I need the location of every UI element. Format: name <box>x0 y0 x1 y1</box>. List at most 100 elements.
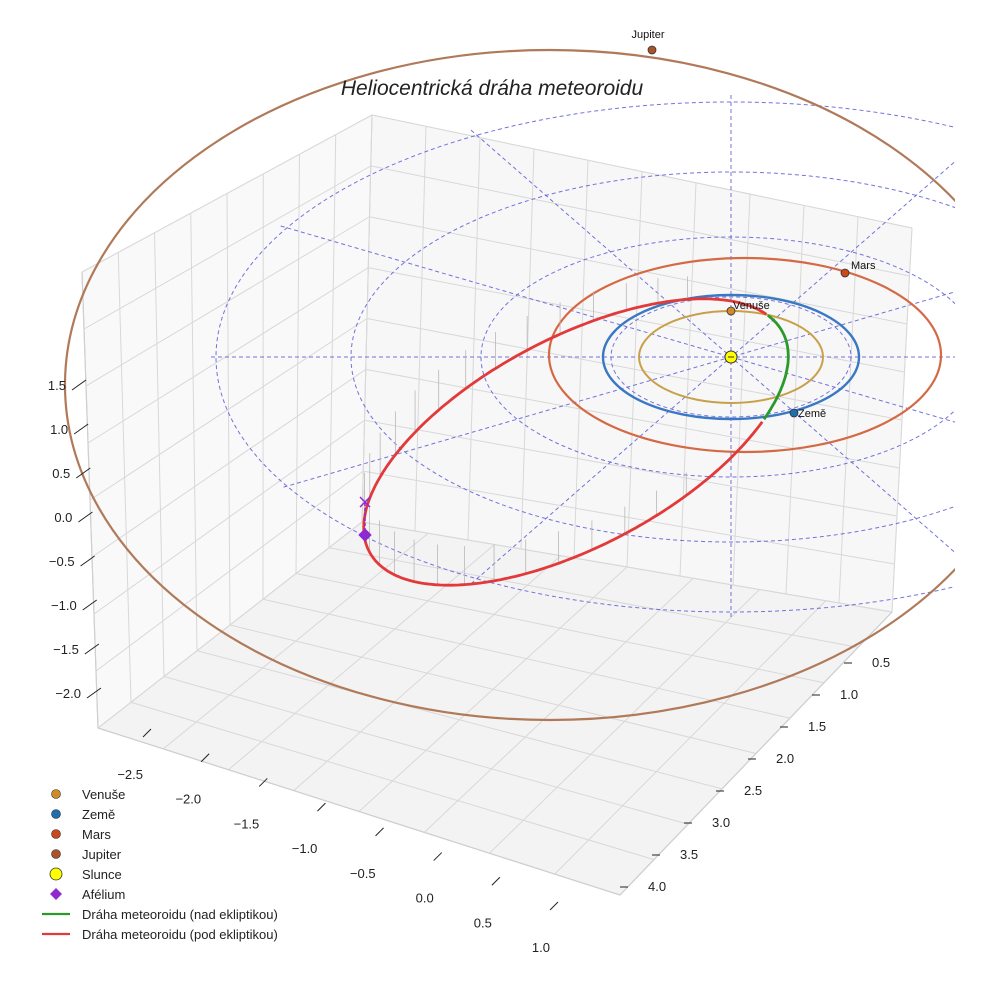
floor-grid-line <box>423 577 694 833</box>
x-tick-mark <box>433 852 443 861</box>
back-grid-line <box>364 419 898 517</box>
legend: Venuše Země Mars Jupiter Slunce Afélium Dráha … <box>42 787 278 942</box>
earth-label: Země <box>798 408 826 420</box>
z-tick-label: −2.0 <box>55 686 81 701</box>
legend-marker <box>51 809 61 819</box>
legend-label: Jupiter <box>82 847 122 862</box>
x-tick-mark <box>491 876 501 886</box>
legend-label: Afélium <box>82 887 125 902</box>
legend-label: Slunce <box>82 867 122 882</box>
axis-panes <box>81 114 913 896</box>
z-tick-label: 1.0 <box>50 422 68 437</box>
legend-marker <box>49 867 63 881</box>
z-tick-label: 0.5 <box>52 466 70 481</box>
aphelion-projection-x <box>359 496 371 508</box>
x-tick-mark <box>375 827 384 837</box>
left-grid-line <box>295 154 300 574</box>
legend-item: Slunce <box>49 867 122 882</box>
y-tick-label: 3.5 <box>680 847 698 862</box>
y-tick-label: 1.5 <box>808 719 826 734</box>
x-tick-mark <box>317 802 326 812</box>
z-tick-mark <box>82 599 98 611</box>
z-tick-label: −1.5 <box>53 642 79 657</box>
z-tick-mark <box>73 423 89 435</box>
earth-marker <box>789 408 799 418</box>
left-grid-line <box>328 134 337 548</box>
back-grid-line <box>366 318 903 421</box>
back-grid-line <box>371 114 913 229</box>
x-axis-line <box>97 727 621 896</box>
left-grid-line <box>117 252 132 703</box>
jupiter-label: Jupiter <box>631 29 664 41</box>
x-tick-label: 1.0 <box>532 940 550 955</box>
meteoroid-orbit-above <box>762 314 790 421</box>
legend-label: Dráha meteoroidu (nad ekliptikou) <box>82 907 278 922</box>
y-tick-label: 2.5 <box>744 783 762 798</box>
left-grid-line <box>154 232 165 677</box>
legend-label: Venuše <box>82 787 125 802</box>
back-grid-line <box>370 165 910 277</box>
z-tick-mark <box>86 687 102 699</box>
meteoroid-orbit-below <box>362 297 768 587</box>
back-grid-line <box>361 521 893 613</box>
floor-grid-line <box>489 589 760 854</box>
x-tick-label: −0.5 <box>350 866 376 881</box>
z-tick-label: 0.0 <box>54 510 72 525</box>
y-tick-label: 4.0 <box>648 879 666 894</box>
floor-grid-line <box>262 598 791 719</box>
left-grid-line <box>226 193 231 626</box>
x-tick-label: 0.5 <box>474 915 492 930</box>
legend-marker <box>51 789 61 799</box>
legend-item: Afélium <box>50 887 125 902</box>
floor-grid-line <box>295 573 825 684</box>
x-tick-label: −1.0 <box>292 841 318 856</box>
x-tick-mark <box>258 778 268 787</box>
z-tick-mark <box>84 643 100 655</box>
legend-item: Dráha meteoroidu (pod ekliptikou) <box>42 927 278 942</box>
legend-marker <box>51 829 61 839</box>
z-tick-mark <box>80 555 95 567</box>
chart-title: Heliocentrická dráha meteoroidu <box>341 77 644 100</box>
z-tick-label: −1.0 <box>51 598 77 613</box>
y-axis-line <box>619 611 893 896</box>
back-grid-line <box>363 470 895 565</box>
y-axis-ticks: 0.5 1.0 1.5 2.0 2.5 3.0 3.5 4.0 <box>620 655 890 894</box>
earth-orbit <box>601 293 861 421</box>
floor-grid-line <box>358 566 628 812</box>
z-tick-mark <box>78 511 93 523</box>
z-tick-mark <box>71 379 87 391</box>
legend-item: Země <box>51 807 115 822</box>
left-grid-line <box>361 114 373 523</box>
x-tick-label: −1.5 <box>234 816 260 831</box>
venus-label: Venuše <box>733 300 770 312</box>
x-tick-label: −2.5 <box>117 767 143 782</box>
jupiter-orbit <box>64 49 955 721</box>
legend-marker <box>51 849 61 859</box>
y-tick-label: 1.0 <box>840 687 858 702</box>
mars-label: Mars <box>851 260 876 272</box>
z-axis-line <box>81 271 99 729</box>
floor-grid-line <box>554 600 827 875</box>
x-tick-label: −2.0 <box>175 792 201 807</box>
x-axis-ticks: −2.5 −2.0 −1.5 −1.0 −0.5 0.0 0.5 1.0 <box>117 728 559 955</box>
back-grid-line <box>365 368 900 469</box>
x-tick-mark <box>142 728 152 738</box>
legend-item: Mars <box>51 827 111 842</box>
jupiter-marker <box>647 45 657 55</box>
z-tick-label: −0.5 <box>49 554 75 569</box>
floor-grid-line <box>328 547 859 648</box>
z-axis-ticks: 1.5 1.0 0.5 0.0 −0.5 −1.0 −1.5 −2.0 <box>48 378 102 701</box>
legend-item: Dráha meteoroidu (nad ekliptikou) <box>42 907 278 922</box>
legend-label: Dráha meteoroidu (pod ekliptikou) <box>82 927 278 942</box>
mars-orbit <box>547 256 943 454</box>
left-grid-line <box>190 213 198 651</box>
y-tick-label: 3.0 <box>712 815 730 830</box>
x-tick-label: 0.0 <box>416 891 434 906</box>
z-tick-mark <box>75 467 91 479</box>
back-grid-line <box>369 216 908 325</box>
legend-item: Jupiter <box>51 847 122 862</box>
legend-label: Země <box>82 807 115 822</box>
z-tick-label: 1.5 <box>48 378 66 393</box>
x-tick-mark <box>549 901 559 911</box>
x-tick-mark <box>200 753 210 763</box>
